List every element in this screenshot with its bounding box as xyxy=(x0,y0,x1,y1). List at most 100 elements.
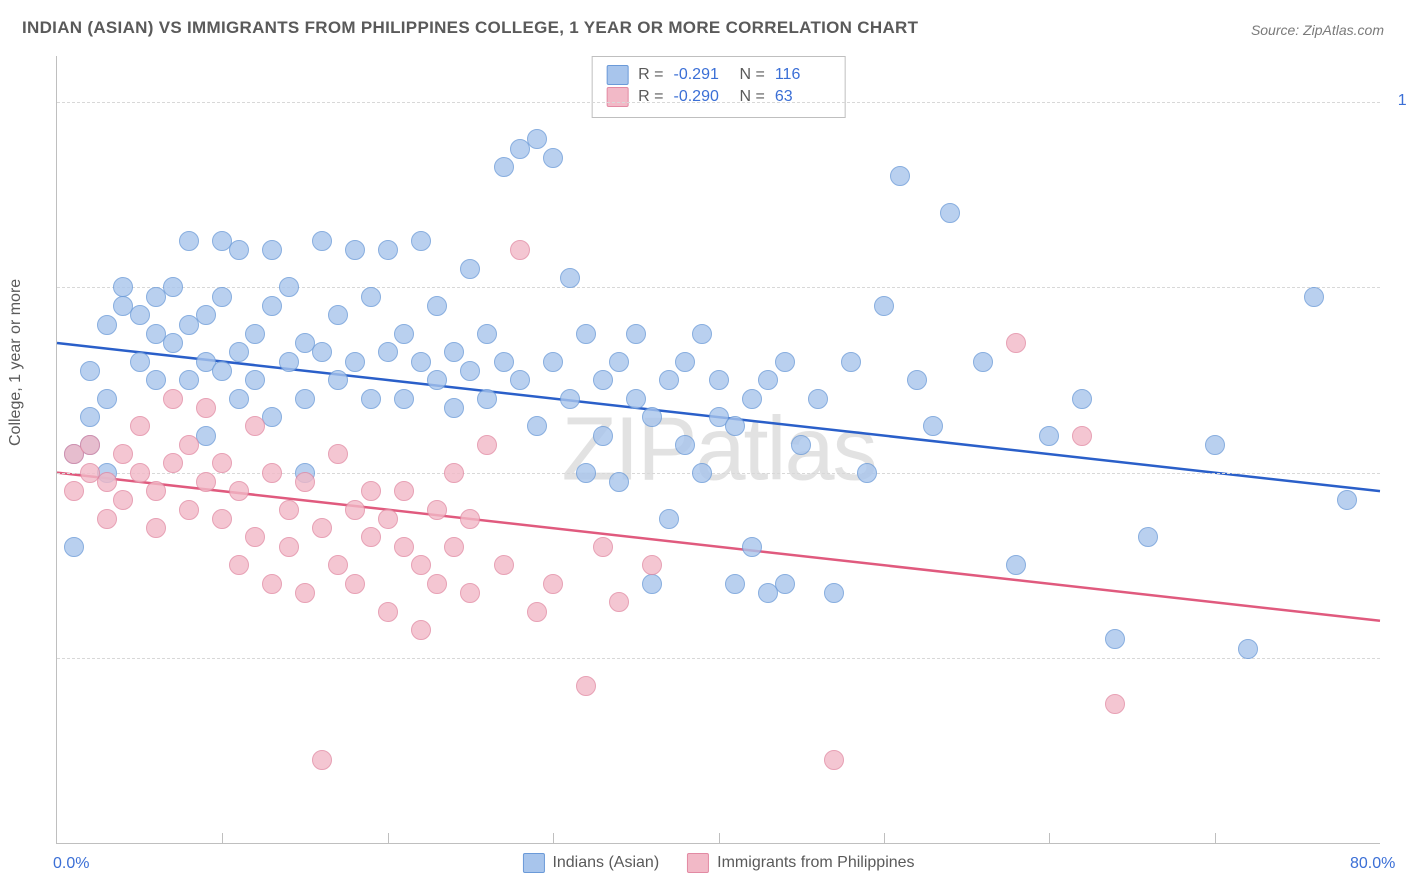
scatter-point xyxy=(427,370,447,390)
scatter-point xyxy=(64,481,84,501)
legend-swatch xyxy=(522,853,544,873)
scatter-point xyxy=(973,352,993,372)
n-label: N = xyxy=(740,88,765,106)
legend-swatch xyxy=(606,65,628,85)
scatter-point xyxy=(245,324,265,344)
scatter-point xyxy=(1138,527,1158,547)
scatter-point xyxy=(460,509,480,529)
scatter-point xyxy=(725,574,745,594)
scatter-point xyxy=(328,444,348,464)
scatter-point xyxy=(163,277,183,297)
scatter-point xyxy=(609,472,629,492)
scatter-point xyxy=(1006,333,1026,353)
scatter-point xyxy=(692,324,712,344)
scatter-point xyxy=(791,435,811,455)
scatter-point xyxy=(345,574,365,594)
r-label: R = xyxy=(638,66,663,84)
scatter-point xyxy=(1072,426,1092,446)
stats-legend-box: R =-0.291N =116R =-0.290N =63 xyxy=(591,56,846,118)
scatter-point xyxy=(245,370,265,390)
scatter-point xyxy=(560,389,580,409)
scatter-point xyxy=(543,574,563,594)
trend-lines-layer xyxy=(57,56,1380,843)
scatter-point xyxy=(775,574,795,594)
scatter-point xyxy=(593,426,613,446)
scatter-point xyxy=(279,352,299,372)
scatter-point xyxy=(477,324,497,344)
scatter-point xyxy=(229,240,249,260)
scatter-point xyxy=(345,240,365,260)
scatter-point xyxy=(212,509,232,529)
scatter-point xyxy=(444,342,464,362)
scatter-point xyxy=(361,527,381,547)
scatter-point xyxy=(328,305,348,325)
scatter-point xyxy=(444,398,464,418)
scatter-point xyxy=(279,277,299,297)
x-tick-mark xyxy=(222,833,223,843)
scatter-point xyxy=(659,509,679,529)
scatter-point xyxy=(444,537,464,557)
scatter-point xyxy=(97,509,117,529)
scatter-point xyxy=(394,537,414,557)
scatter-point xyxy=(510,370,530,390)
scatter-point xyxy=(1337,490,1357,510)
scatter-point xyxy=(510,240,530,260)
scatter-point xyxy=(543,148,563,168)
scatter-point xyxy=(1006,555,1026,575)
scatter-point xyxy=(527,129,547,149)
scatter-point xyxy=(146,481,166,501)
scatter-point xyxy=(328,555,348,575)
scatter-point xyxy=(345,500,365,520)
scatter-point xyxy=(378,240,398,260)
chart-title: INDIAN (ASIAN) VS IMMIGRANTS FROM PHILIP… xyxy=(22,18,918,38)
scatter-point xyxy=(444,463,464,483)
scatter-point xyxy=(262,240,282,260)
y-axis-label: College, 1 year or more xyxy=(7,279,25,446)
scatter-point xyxy=(245,416,265,436)
scatter-point xyxy=(279,537,299,557)
n-value: 63 xyxy=(775,88,831,106)
scatter-point xyxy=(328,370,348,390)
scatter-point xyxy=(361,481,381,501)
scatter-point xyxy=(312,518,332,538)
scatter-point xyxy=(312,342,332,362)
scatter-point xyxy=(378,602,398,622)
scatter-point xyxy=(824,583,844,603)
scatter-point xyxy=(378,509,398,529)
x-tick-mark xyxy=(388,833,389,843)
scatter-point xyxy=(460,361,480,381)
gridline-horizontal xyxy=(57,102,1380,103)
legend-item: Indians (Asian) xyxy=(522,853,659,873)
scatter-point xyxy=(808,389,828,409)
scatter-point xyxy=(179,500,199,520)
scatter-point xyxy=(163,453,183,473)
scatter-point xyxy=(295,583,315,603)
source-attribution: Source: ZipAtlas.com xyxy=(1251,22,1384,38)
scatter-point xyxy=(64,537,84,557)
scatter-point xyxy=(411,352,431,372)
stats-legend-row: R =-0.291N =116 xyxy=(606,65,831,85)
x-tick-mark xyxy=(1049,833,1050,843)
scatter-point xyxy=(1039,426,1059,446)
scatter-point xyxy=(80,361,100,381)
scatter-point xyxy=(212,453,232,473)
scatter-point xyxy=(494,555,514,575)
scatter-point xyxy=(146,370,166,390)
scatter-point xyxy=(163,389,183,409)
scatter-point xyxy=(675,352,695,372)
scatter-point xyxy=(527,602,547,622)
scatter-point xyxy=(279,500,299,520)
scatter-point xyxy=(907,370,927,390)
scatter-point xyxy=(576,676,596,696)
scatter-point xyxy=(940,203,960,223)
scatter-point xyxy=(229,342,249,362)
scatter-point xyxy=(609,352,629,372)
scatter-point xyxy=(262,463,282,483)
x-tick-mark xyxy=(719,833,720,843)
scatter-point xyxy=(642,574,662,594)
scatter-point xyxy=(411,555,431,575)
scatter-point xyxy=(1238,639,1258,659)
scatter-point xyxy=(874,296,894,316)
scatter-point xyxy=(1105,629,1125,649)
scatter-point xyxy=(642,555,662,575)
